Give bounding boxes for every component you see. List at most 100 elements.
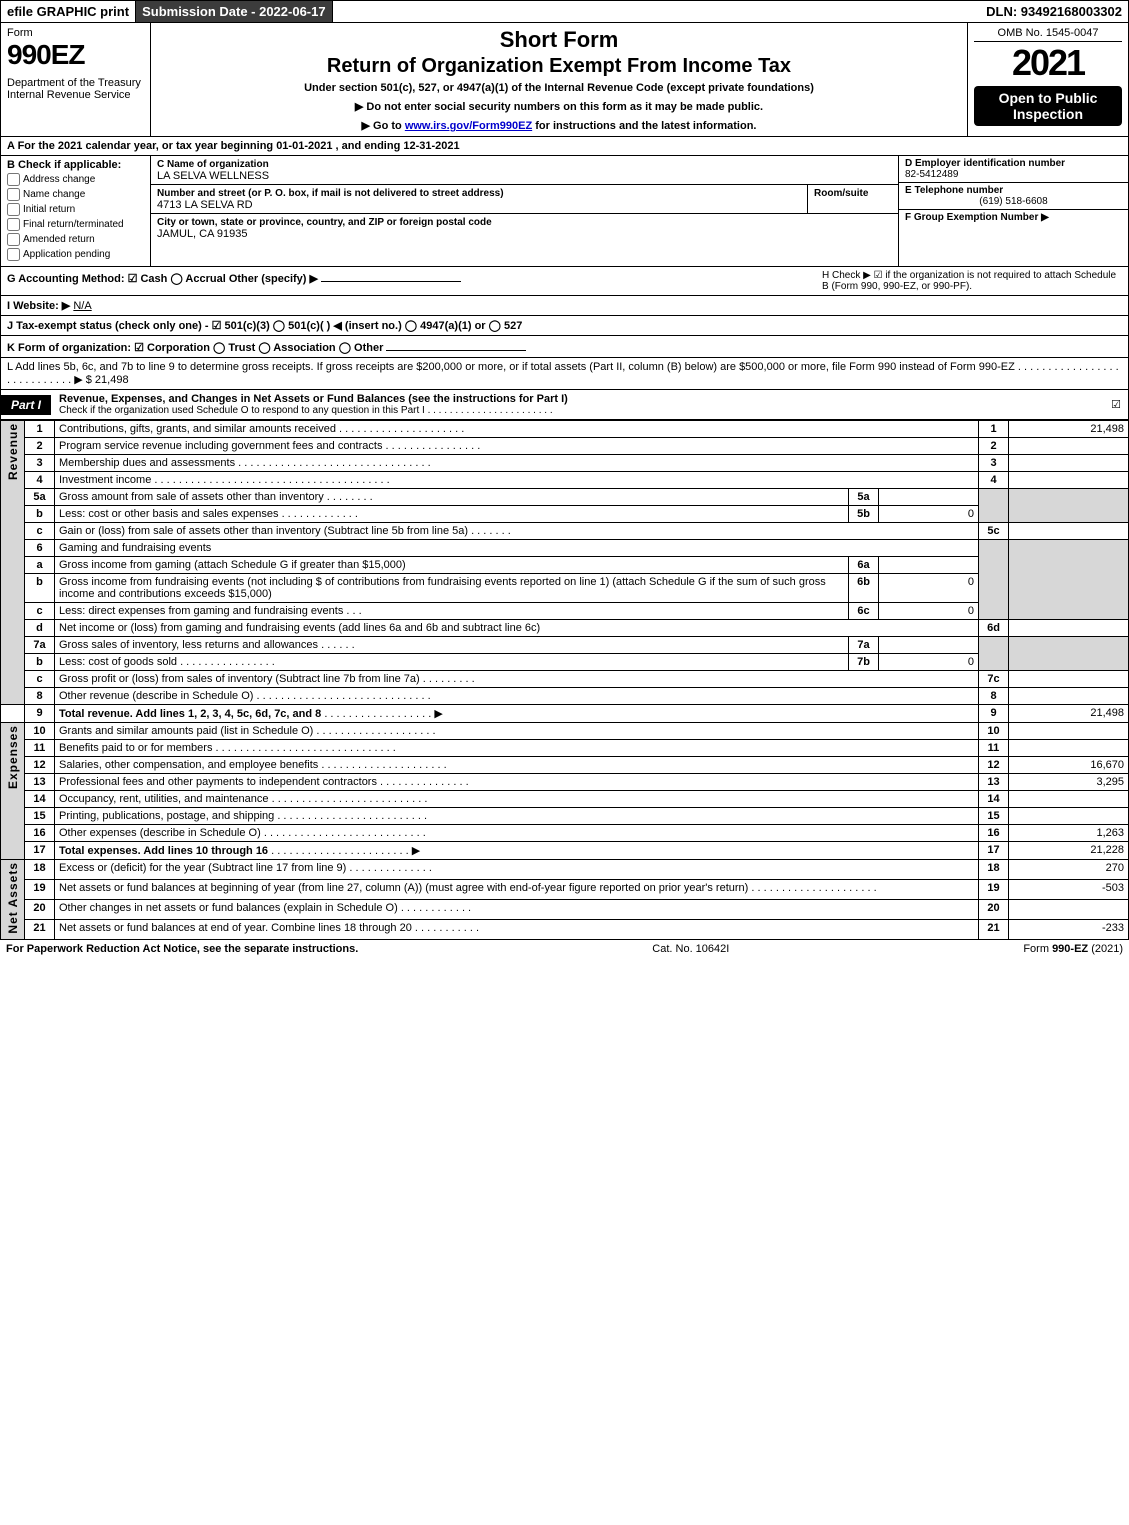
ln-6a-sub: 6a [849,557,879,574]
line-h: H Check ▶ ☑ if the organization is not r… [822,270,1122,292]
ln-18-num: 18 [25,860,55,880]
ln-6a-subamt [879,557,979,574]
org-street: 4713 LA SELVA RD [157,199,253,211]
ln-4-desc: Investment income . . . . . . . . . . . … [55,472,979,489]
box-c: C Name of organization LA SELVA WELLNESS… [151,156,898,266]
header-right: OMB No. 1545-0047 2021 Open to Public In… [968,23,1128,136]
ln-8-desc: Other revenue (describe in Schedule O) .… [55,688,979,705]
ln-13-num: 13 [25,774,55,791]
ln-7c-desc: Gross profit or (loss) from sales of inv… [55,671,979,688]
submission-date: Submission Date - 2022-06-17 [136,1,333,22]
chk-initial-return[interactable]: Initial return [7,203,144,216]
ln-18-amt: 270 [1009,860,1129,880]
ln-14-desc: Occupancy, rent, utilities, and maintena… [55,791,979,808]
footer-mid: Cat. No. 10642I [652,943,729,955]
form-subtitle: Under section 501(c), 527, or 4947(a)(1)… [159,82,959,94]
ln-7b-subamt: 0 [879,654,979,671]
part-i-header: Part I Revenue, Expenses, and Changes in… [0,390,1129,420]
ln-15-side: 15 [979,808,1009,825]
ln-5b-desc: Less: cost or other basis and sales expe… [55,506,849,523]
ln-21-amt: -233 [1009,919,1129,939]
header-center: Short Form Return of Organization Exempt… [151,23,968,136]
ln-6a-num: a [25,557,55,574]
ln-6-num: 6 [25,540,55,557]
ln-5c-num: c [25,523,55,540]
ln-7c-side: 7c [979,671,1009,688]
part-i-title: Revenue, Expenses, and Changes in Net As… [51,390,1104,419]
dln-label: DLN: 93492168003302 [980,1,1128,22]
ln-18-side: 18 [979,860,1009,880]
ln-16-num: 16 [25,825,55,842]
ln-17-side: 17 [979,842,1009,860]
ln-20-side: 20 [979,899,1009,919]
org-city: JAMUL, CA 91935 [157,228,248,240]
efile-label[interactable]: efile GRAPHIC print [1,1,136,22]
ln-8-num: 8 [25,688,55,705]
ln-10-side: 10 [979,723,1009,740]
line-g: G Accounting Method: ☑ Cash ◯ Accrual Ot… [7,270,461,285]
part-i-sub: Check if the organization used Schedule … [59,405,1096,416]
ln-7b-num: b [25,654,55,671]
ein-value: 82-5412489 [905,169,958,180]
form-title: Return of Organization Exempt From Incom… [159,55,959,78]
d-ein-label: D Employer identification number [905,158,1065,169]
part-i-checkbox[interactable]: ☑ [1104,398,1128,411]
box-def: D Employer identification number 82-5412… [898,156,1128,266]
ln-4-amt [1009,472,1129,489]
ln-14-side: 14 [979,791,1009,808]
ln-6a-desc: Gross income from gaming (attach Schedul… [55,557,849,574]
ln-5c-amt [1009,523,1129,540]
grey-pad-5 [979,489,1009,523]
chk-amended-return[interactable]: Amended return [7,233,144,246]
ln-19-desc: Net assets or fund balances at beginning… [55,879,979,899]
ln-9-desc: Total revenue. Add lines 1, 2, 3, 4, 5c,… [55,705,979,723]
open-to-public: Open to Public Inspection [974,86,1122,126]
ln-3-amt [1009,455,1129,472]
tax-year: 2021 [974,42,1122,84]
ln-9-num: 9 [25,705,55,723]
revenue-end-pad [1,705,25,723]
ln-2-side: 2 [979,438,1009,455]
grey-pad-6 [979,540,1009,620]
website-label: I Website: ▶ [7,300,70,312]
ln-9-side: 9 [979,705,1009,723]
chk-address-change[interactable]: Address change [7,173,144,186]
ln-4-side: 4 [979,472,1009,489]
ln-3-num: 3 [25,455,55,472]
goto-post: for instructions and the latest informat… [532,120,756,132]
grey-pad-6-amt [1009,540,1129,620]
ln-16-side: 16 [979,825,1009,842]
line-l: L Add lines 5b, 6c, and 7b to line 9 to … [0,358,1129,390]
box-b: B Check if applicable: Address change Na… [1,156,151,266]
f-group-label: F Group Exemption Number ▶ [905,212,1049,223]
lines-table: Revenue 1 Contributions, gifts, grants, … [0,420,1129,940]
phone-value: (619) 518-6608 [905,196,1122,207]
chk-name-change[interactable]: Name change [7,188,144,201]
ln-4-num: 4 [25,472,55,489]
form-header: Form 990EZ Department of the Treasury In… [0,23,1129,137]
ln-9-amt: 21,498 [1009,705,1129,723]
revenue-section-label: Revenue [1,421,25,705]
ln-6-desc: Gaming and fundraising events [55,540,979,557]
netassets-section-label: Net Assets [1,860,25,940]
ln-7a-subamt [879,637,979,654]
chk-final-return[interactable]: Final return/terminated [7,218,144,231]
addr-label: Number and street (or P. O. box, if mail… [157,188,504,199]
ln-7b-sub: 7b [849,654,879,671]
ln-5b-sub: 5b [849,506,879,523]
ln-11-amt [1009,740,1129,757]
warning-goto: ▶ Go to www.irs.gov/Form990EZ for instru… [159,119,959,132]
ln-6c-num: c [25,603,55,620]
ln-14-amt [1009,791,1129,808]
line-i: I Website: ▶ N/A [0,296,1129,316]
ln-10-desc: Grants and similar amounts paid (list in… [55,723,979,740]
goto-pre: ▶ Go to [362,120,405,132]
irs-link[interactable]: www.irs.gov/Form990EZ [405,120,532,132]
box-b-label: B Check if applicable: [7,159,144,171]
chk-application-pending[interactable]: Application pending [7,248,144,261]
line-j: J Tax-exempt status (check only one) - ☑… [0,316,1129,336]
ln-18-desc: Excess or (deficit) for the year (Subtra… [55,860,979,880]
ln-19-side: 19 [979,879,1009,899]
form-number: 990EZ [7,39,144,71]
c-name-label: C Name of organization [157,159,269,170]
